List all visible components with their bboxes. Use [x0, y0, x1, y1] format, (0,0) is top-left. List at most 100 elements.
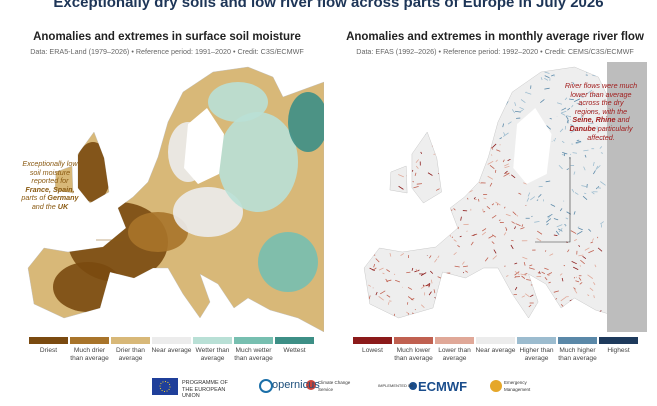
river — [460, 216, 462, 221]
legend-swatch — [275, 337, 314, 344]
river — [561, 277, 564, 282]
river — [575, 141, 582, 145]
river — [427, 172, 433, 176]
anomaly-patch — [288, 92, 324, 152]
river — [451, 236, 454, 238]
river — [590, 110, 595, 113]
river — [582, 256, 587, 260]
river — [499, 137, 503, 140]
river — [420, 151, 423, 154]
river — [515, 223, 521, 227]
river — [386, 294, 391, 298]
river — [536, 199, 539, 201]
river — [564, 97, 568, 101]
annotation-text: Exceptionally low — [22, 159, 78, 168]
river — [552, 74, 555, 77]
river — [389, 252, 392, 257]
river — [395, 279, 401, 283]
river — [378, 267, 384, 271]
river — [580, 259, 585, 265]
river — [505, 228, 508, 232]
c3s-text: Climate Change Service — [318, 380, 351, 392]
river — [559, 273, 563, 276]
ecmwf-text: ECMWF — [418, 379, 468, 394]
legend-swatch — [599, 337, 638, 344]
legend-label: Lowest — [362, 347, 383, 354]
legend-swatch — [111, 337, 150, 344]
river — [420, 272, 427, 276]
river — [516, 214, 519, 217]
river — [507, 158, 511, 162]
river — [570, 130, 575, 133]
river — [503, 232, 507, 236]
river — [561, 140, 565, 144]
river — [565, 217, 569, 220]
river — [591, 191, 595, 195]
legend-swatch — [435, 337, 474, 344]
river — [540, 99, 545, 104]
river — [597, 118, 600, 121]
river — [544, 77, 549, 81]
river — [387, 301, 390, 305]
river — [592, 94, 595, 97]
anomaly-patch — [208, 82, 268, 122]
river — [492, 255, 497, 260]
river — [546, 222, 549, 226]
river — [495, 159, 498, 162]
river — [593, 295, 595, 299]
annotation-text: regions, with the — [574, 106, 628, 116]
river — [454, 265, 460, 268]
river — [414, 269, 420, 273]
river-flow-map — [345, 62, 647, 332]
river — [549, 253, 554, 256]
annotation-line: soil moisture — [4, 168, 96, 178]
river — [573, 211, 576, 215]
river — [571, 188, 575, 193]
river — [504, 163, 509, 167]
river — [525, 91, 527, 94]
annotation-line: Seine, Rhine and — [555, 116, 647, 125]
river — [368, 284, 372, 287]
river — [548, 281, 551, 284]
river — [534, 220, 540, 223]
river — [590, 241, 594, 244]
river — [573, 287, 576, 290]
river — [386, 269, 390, 273]
river — [536, 237, 542, 242]
river — [538, 271, 541, 274]
river — [514, 226, 516, 230]
legend-item: Wettest — [274, 337, 315, 362]
legend-swatch — [70, 337, 109, 344]
river — [544, 277, 548, 281]
river — [558, 228, 563, 233]
annotation-text: and — [615, 115, 630, 125]
river — [457, 245, 460, 248]
river — [505, 213, 511, 217]
annotation-line: parts of Germany — [4, 194, 96, 203]
legend-label: Higher than average — [519, 347, 554, 362]
panel-subtitle: Data: ERA5-Land (1979–2026) • Reference … — [30, 47, 304, 56]
river — [537, 194, 542, 198]
river — [600, 181, 606, 186]
anomaly-patch — [258, 232, 318, 292]
river — [561, 110, 567, 114]
river — [428, 291, 432, 296]
river — [415, 165, 419, 169]
legend-swatch — [476, 337, 515, 344]
land — [363, 66, 647, 332]
river — [571, 260, 577, 265]
eu-text: PROGRAMME OF THE EUROPEAN UNION — [182, 380, 228, 399]
river — [453, 239, 457, 242]
river — [512, 211, 517, 216]
legend-label: Much higher than average — [558, 347, 597, 362]
river — [511, 174, 516, 179]
river — [582, 195, 588, 200]
c3s-mark — [306, 380, 316, 390]
river — [414, 308, 416, 311]
river — [412, 180, 415, 183]
annotation-text: particularly — [595, 123, 633, 133]
river — [502, 123, 504, 128]
legend: Lowest Much lower than average Lower than … — [352, 337, 639, 362]
river — [579, 282, 583, 285]
